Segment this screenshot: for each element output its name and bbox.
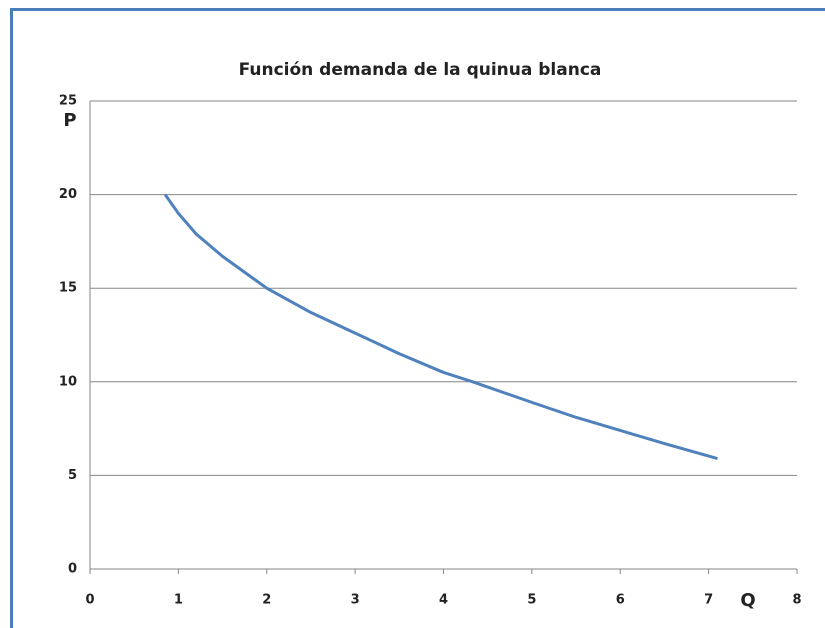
x-tick-label: 7 <box>704 593 713 608</box>
y-tick-label: 15 <box>59 281 77 296</box>
x-tick-label: 8 <box>792 593 801 608</box>
frame-border <box>10 8 825 628</box>
y-tick-label: 10 <box>59 374 77 389</box>
y-axis-title: P <box>63 110 76 131</box>
x-tick-label: 0 <box>85 593 94 608</box>
x-tick-label: 5 <box>527 593 536 608</box>
y-tick-label: 20 <box>59 187 77 202</box>
y-tick-label: 25 <box>59 94 77 109</box>
chart-title: Función demanda de la quinua blanca <box>239 60 602 80</box>
data-line <box>163 193 718 460</box>
x-tick-label: 6 <box>616 593 625 608</box>
y-tick-label: 5 <box>68 468 77 483</box>
x-tick-label: 3 <box>351 593 360 608</box>
x-tick-label: 4 <box>439 593 448 608</box>
x-tick-label: 2 <box>262 593 271 608</box>
x-tick-label: 1 <box>174 593 183 608</box>
x-axis-title: Q <box>740 590 755 611</box>
y-tick-label: 0 <box>68 562 77 577</box>
